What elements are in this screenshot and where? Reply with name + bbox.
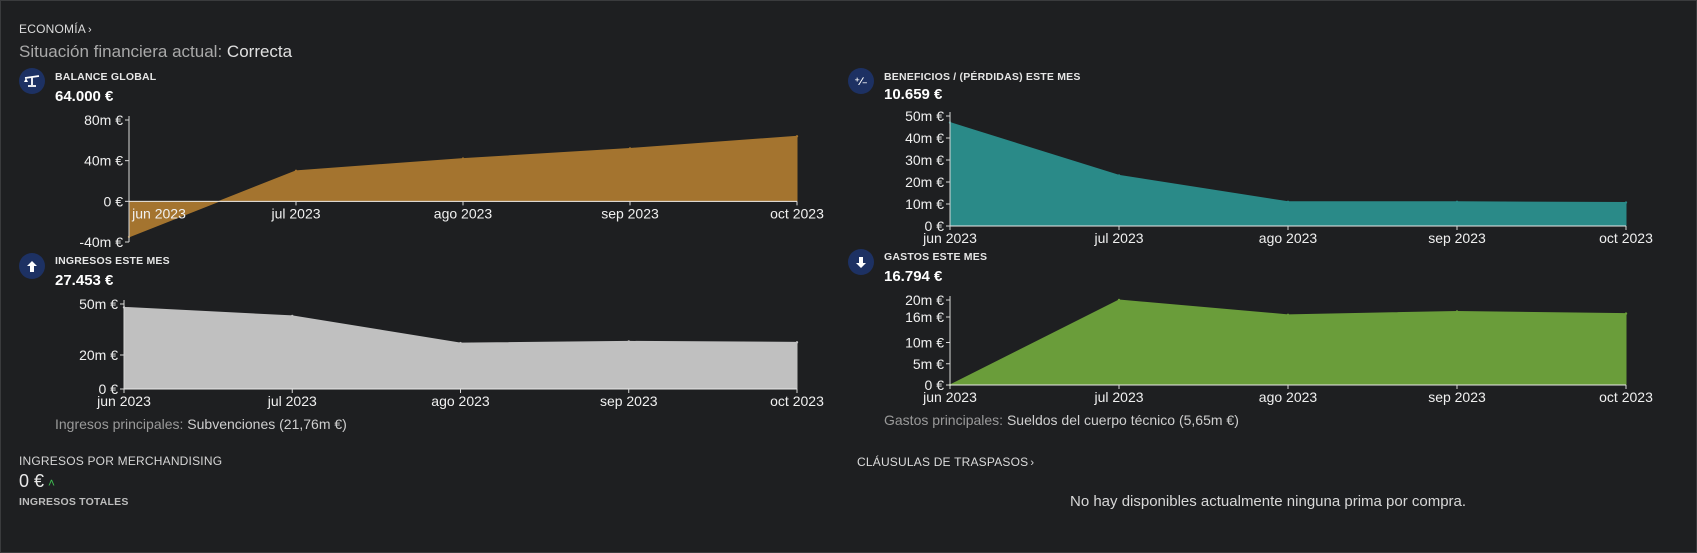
- benefits-point: [1117, 174, 1121, 177]
- expenses-x-tick-label: jun 2023: [922, 389, 977, 405]
- income-area: [123, 306, 798, 390]
- benefits-chart: 50m € 40m € 30m € 20m € 10m € 0 €jun 2023 jul …: [905, 108, 1653, 246]
- balance-x-tick-label: jun 2023: [131, 205, 186, 221]
- expenses-x-tick-label: jul 2023: [1093, 389, 1143, 405]
- expenses-point: [1455, 310, 1459, 313]
- income-x-tick-label: jun 2023: [96, 393, 151, 409]
- balance-y-tick-label: -40m €: [79, 234, 123, 250]
- balance-x-tick-label: ago 2023: [434, 205, 493, 221]
- balance-point: [294, 169, 298, 173]
- breadcrumb-label: ECONOMÍA: [19, 22, 86, 36]
- income-x-tick-label: ago 2023: [431, 393, 490, 409]
- expenses-y-tick-label: 10m €: [905, 335, 944, 351]
- income-point: [291, 314, 294, 318]
- balance-point: [461, 157, 465, 160]
- merch-value-row: 0 € ˄: [19, 471, 55, 492]
- expenses-point: [1624, 312, 1628, 315]
- balance-x-tick-label: oct 2023: [770, 205, 824, 221]
- expenses-chart: 20m €16m € 10m € 5m € 0 €jun 2023 jul 2023 ag…: [905, 292, 1653, 405]
- expenses-y-tick-label: 20m €: [905, 292, 944, 308]
- benefits-y-tick-label: 40m €: [905, 130, 944, 146]
- income-main-value: Subvenciones (21,76m €): [187, 416, 347, 432]
- merch-value: 0 €: [19, 471, 45, 491]
- breadcrumb-economia[interactable]: ECONOMÍA ›: [19, 22, 92, 36]
- benefits-point: [1286, 200, 1290, 203]
- transfers-link[interactable]: CLÁUSULAS DE TRASPASOS ›: [857, 455, 1034, 469]
- chevron-right-icon: ›: [1030, 457, 1035, 469]
- benefits-x-tick-label: sep 2023: [1428, 230, 1486, 246]
- benefits-y-tick-label: 50m €: [905, 108, 944, 124]
- expenses-x-tick-label: sep 2023: [1428, 389, 1486, 405]
- income-x-tick-label: jul 2023: [267, 393, 317, 409]
- benefits-point: [1455, 200, 1459, 203]
- situation-value: Correcta: [226, 42, 293, 61]
- expenses-x-tick-label: ago 2023: [1259, 389, 1318, 405]
- expenses-y-tick-label: 0 €: [925, 377, 945, 393]
- transfers-empty-message: No hay disponibles actualmente ninguna p…: [1070, 493, 1467, 510]
- benefits-y-tick-label: 30m €: [905, 152, 944, 168]
- expenses-y-tick-label: 16m €: [905, 309, 944, 325]
- balance-point: [795, 135, 799, 138]
- financial-situation: Situación financiera actual: Correcta: [19, 42, 292, 62]
- income-y-tick-label: 20m €: [79, 347, 118, 363]
- expenses-point: [1286, 313, 1290, 317]
- balance-x-tick-label: sep 2023: [601, 205, 659, 221]
- benefits-x-tick-label: jul 2023: [1093, 230, 1143, 246]
- balance-y-tick-label: 0 €: [104, 193, 124, 209]
- benefits-y-tick-label: 0 €: [925, 218, 945, 234]
- expenses-main-value: Sueldos del cuerpo técnico (5,65m €): [1006, 412, 1239, 428]
- benefits-value: 10.659 €: [884, 86, 943, 103]
- arrow-up-icon: [19, 253, 45, 279]
- benefits-title: BENEFICIOS / (PÉRDIDAS) ESTE MES: [884, 71, 1081, 83]
- income-chart: 50m € 20m € 0 €jun 2023 jul 2023 ago 2023 sep…: [79, 296, 824, 409]
- merch-sublabel: INGRESOS TOTALES: [19, 496, 129, 508]
- arrow-down-icon: [848, 249, 874, 275]
- benefits-area: [949, 121, 1627, 227]
- income-x-tick-label: oct 2023: [770, 393, 824, 409]
- transfers-label: CLÁUSULAS DE TRASPASOS: [857, 455, 1029, 469]
- balance-y-tick-label: 40m €: [84, 153, 123, 169]
- income-x-tick-label: sep 2023: [600, 393, 658, 409]
- balance-y-tick-label: 80m €: [84, 112, 123, 128]
- situation-label: Situación financiera actual:: [19, 42, 223, 61]
- income-point: [795, 341, 799, 344]
- balance-scale-icon: [19, 68, 45, 94]
- income-y-tick-label: 0 €: [99, 381, 119, 397]
- income-main-label: Ingresos principales:: [55, 416, 184, 432]
- benefits-x-tick-label: jun 2023: [922, 230, 977, 246]
- expenses-y-tick-label: 5m €: [913, 356, 944, 372]
- expenses-main-label: Gastos principales:: [884, 412, 1004, 428]
- benefits-y-tick-label: 10m €: [905, 196, 944, 212]
- income-point: [459, 341, 462, 345]
- benefits-point: [1624, 201, 1628, 204]
- expenses-area: [949, 299, 1627, 386]
- income-value: 27.453 €: [55, 272, 114, 289]
- balance-area: [128, 135, 798, 238]
- income-main-note: Ingresos principales: Subvenciones (21,7…: [55, 416, 347, 432]
- expenses-value: 16.794 €: [884, 268, 943, 285]
- benefits-x-tick-label: oct 2023: [1599, 230, 1653, 246]
- expenses-point: [1117, 298, 1121, 302]
- expenses-title: GASTOS ESTE MES: [884, 251, 988, 263]
- balance-title: BALANCE GLOBAL: [55, 71, 157, 83]
- merch-label: INGRESOS POR MERCHANDISING: [19, 454, 223, 468]
- plus-minus-icon: ⁺∕₋: [848, 68, 874, 94]
- expenses-main-note: Gastos principales: Sueldos del cuerpo t…: [884, 412, 1239, 428]
- expenses-x-tick-label: oct 2023: [1599, 389, 1653, 405]
- balance-point: [628, 147, 632, 150]
- chevron-right-icon: ›: [87, 24, 92, 36]
- benefits-y-tick-label: 20m €: [905, 174, 944, 190]
- balance-value: 64.000 €: [55, 88, 114, 105]
- balance-x-tick-label: jul 2023: [270, 205, 320, 221]
- trend-up-icon: ˄: [48, 476, 56, 490]
- income-title: INGRESOS ESTE MES: [55, 255, 170, 267]
- balance-chart: 80m € 40m € 0 € -40m € jun 2023 jul 2023 ago 2…: [79, 112, 824, 250]
- benefits-x-tick-label: ago 2023: [1259, 230, 1318, 246]
- income-y-tick-label: 50m €: [79, 296, 118, 312]
- income-point: [627, 340, 630, 343]
